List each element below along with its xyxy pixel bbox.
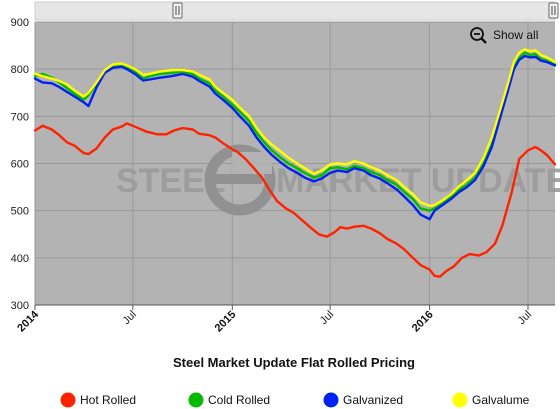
legend-item-cold-rolled[interactable]: Cold Rolled — [188, 392, 271, 408]
legend-item-galvalume[interactable]: Galvalume — [452, 392, 530, 408]
scroll-handle-right[interactable] — [548, 2, 559, 19]
zoom-out-icon[interactable] — [470, 27, 487, 44]
legend-item-hot-rolled[interactable]: Hot Rolled — [60, 392, 137, 408]
x-tick-label: Jul — [121, 309, 139, 327]
y-tick-label: 500 — [11, 206, 29, 218]
chart-title: Steel Market Update Flat Rolled Pricing — [173, 355, 415, 370]
scroll-handle-left[interactable] — [172, 2, 183, 19]
legend-marker — [60, 392, 76, 408]
show-all-label: Show all — [493, 28, 538, 42]
x-tick-label: 2016 — [410, 309, 436, 335]
legend-marker — [323, 392, 339, 408]
y-tick-label: 300 — [11, 300, 29, 312]
x-axis: 2014 Jul 2015 Jul 2016 Jul — [15, 305, 534, 334]
x-tick-label: Jul — [318, 309, 336, 327]
y-tick-label: 700 — [11, 111, 29, 123]
range-scrollbar[interactable] — [34, 1, 559, 21]
show-all-button[interactable]: Show all — [470, 27, 538, 44]
legend-label: Galvanized — [343, 393, 403, 407]
series-line-hot-rolled — [33, 122, 557, 278]
y-tick-label: 400 — [11, 253, 29, 265]
series-line-galvanized — [33, 54, 557, 221]
legend-label: Galvalume — [472, 393, 530, 407]
y-tick-label: 600 — [11, 159, 29, 171]
x-tick-label: 2015 — [213, 309, 239, 335]
y-tick-label: 800 — [11, 64, 29, 76]
y-axis: 300 400 500 600 700 800 900 — [11, 17, 29, 312]
scrollbar-track[interactable] — [34, 1, 556, 21]
legend-item-galvanized[interactable]: Galvanized — [323, 392, 404, 408]
legend-label: Hot Rolled — [80, 393, 136, 407]
legend-marker — [452, 392, 468, 408]
y-tick-label: 900 — [11, 17, 29, 29]
series-layer — [33, 48, 557, 278]
legend: Hot Rolled Cold Rolled Galvanized Galvalume — [60, 392, 530, 408]
x-tick-label: Jul — [516, 309, 534, 327]
series-line-galvalume — [33, 48, 557, 208]
legend-label: Cold Rolled — [208, 393, 270, 407]
legend-marker — [188, 392, 204, 408]
watermark: STEEL MARKET UPDATE — [116, 144, 560, 216]
